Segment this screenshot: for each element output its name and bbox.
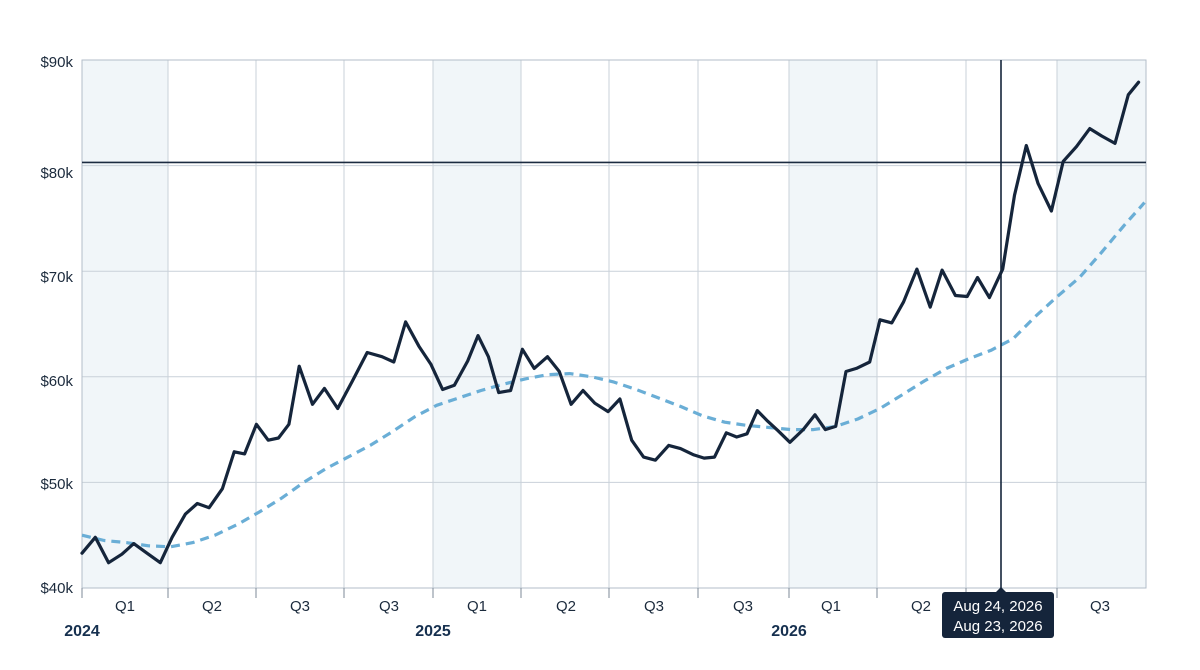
moving-average-line — [81, 201, 1146, 549]
quarter-tick-label: Q1 — [115, 598, 135, 615]
quarter-tick-label: Q3 — [1090, 598, 1110, 615]
shading-band — [433, 60, 521, 588]
tooltip-box — [942, 592, 1054, 638]
y-tick-label: $60k — [40, 373, 73, 390]
shading-band — [82, 60, 168, 588]
quarter-tick-label: Q1 — [467, 598, 487, 615]
grid-lines — [82, 59, 1146, 589]
x-axis-ticks — [81, 588, 1058, 598]
shading-band — [789, 60, 877, 588]
quarter-tick-label: Q3 — [644, 598, 664, 615]
tooltip-date-secondary: Aug 23, 2026 — [953, 618, 1042, 635]
shading-band — [1057, 60, 1146, 588]
tooltip-date-primary: Aug 24, 2026 — [953, 598, 1042, 615]
quarter-tick-label: Q3 — [290, 598, 310, 615]
price-line — [80, 80, 1141, 565]
year-tick-label: 2025 — [415, 623, 451, 640]
quarter-shading-bands — [82, 60, 1146, 588]
y-tick-label: $90k — [40, 54, 73, 71]
y-tick-label: $80k — [40, 165, 73, 182]
y-tick-label: $40k — [40, 580, 73, 597]
quarter-tick-label: Q1 — [821, 598, 841, 615]
quarter-tick-label: Q3 — [733, 598, 753, 615]
tooltip-pointer — [995, 587, 1007, 593]
y-tick-label: $50k — [40, 476, 73, 493]
quarter-tick-label: Q2 — [202, 598, 222, 615]
plot-frame — [81, 59, 1147, 589]
quarter-tick-label: Q2 — [556, 598, 576, 615]
year-tick-label: 2026 — [771, 623, 807, 640]
y-tick-label: $70k — [40, 269, 73, 286]
year-tick-label: 2024 — [64, 623, 100, 640]
crosshair-date-tooltip: Aug 24, 2026 Aug 23, 2026 — [942, 587, 1054, 638]
quarter-tick-label: Q3 — [379, 598, 399, 615]
quarter-tick-label: Q2 — [911, 598, 931, 615]
